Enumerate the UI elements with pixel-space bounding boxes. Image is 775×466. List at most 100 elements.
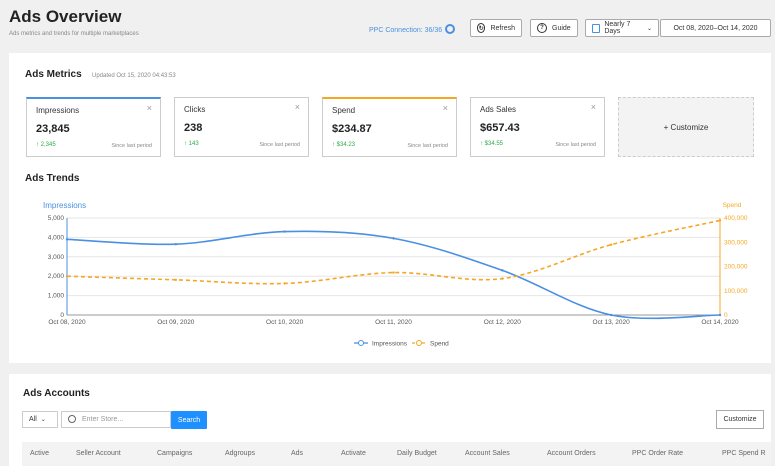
col-ppc-spend-rate[interactable]: PPC Spend R [722,450,766,457]
gear-icon[interactable] [445,24,456,34]
col-daily-budget[interactable]: Daily Budget [397,450,437,457]
customize-metrics-button[interactable]: + Customize [618,97,754,157]
data-point-spend [718,219,722,222]
metric-change: ↑ $34.55 [480,141,504,147]
metric-change: ↑ 2,345 [36,142,56,148]
data-point-spend [609,243,613,246]
data-point-impressions [174,242,178,246]
customize-columns-button[interactable]: Customize [716,410,764,429]
legend-label: Spend [430,341,449,348]
metric-card-ads-sales[interactable]: Ads Sales × $657.43 ↑ $34.55 Since last … [470,97,605,157]
data-point-impressions [501,269,504,272]
ppc-connection-link[interactable]: PPC Connection: 36/36 [369,24,456,35]
metric-value: 23,845 [36,123,70,135]
y-right-tick-label: 400,000 [724,215,748,222]
col-account-orders[interactable]: Account Orders [547,450,596,457]
y-left-tick-label: 4,000 [48,234,65,241]
refresh-button[interactable]: ↻ Refresh [470,19,522,37]
series-line-spend [66,219,721,285]
account-filter-select[interactable]: All ⌄ [22,411,58,428]
data-point-impressions [65,238,69,241]
data-point-spend [283,282,286,285]
metric-card-clicks[interactable]: Clicks × 238 ↑ 143 Since last period [174,97,309,157]
col-campaigns[interactable]: Campaigns [157,450,193,457]
data-point-spend [392,271,395,274]
search-button[interactable]: Search [171,411,207,429]
page-header: Ads Overview Ads metrics and trends for … [0,0,775,52]
metric-label: Clicks [184,105,206,114]
data-point-spend [501,277,504,280]
chevron-down-icon: ⌄ [646,25,652,32]
guide-label: Guide [552,24,571,32]
y-left-tick-label: 0 [60,312,64,319]
y-right-tick-label: 300,000 [724,239,748,246]
y-right-tick-label: 200,000 [724,264,748,271]
close-icon[interactable]: × [590,102,596,112]
search-icon [68,415,76,423]
metric-label: Ads Sales [480,105,517,114]
y-left-tick-label: 2,000 [48,273,65,280]
col-ppc-order-rate[interactable]: PPC Order Rate [632,450,683,457]
store-search-input[interactable]: Enter Store... [61,411,171,428]
x-tick-label: Oct 13, 2020 [593,319,631,326]
date-range-select[interactable]: Nearly 7 Days ⌄ [585,19,659,37]
since-label: Since last period [555,142,596,148]
metric-value: $657.43 [480,122,520,134]
date-range-picker[interactable]: Oct 08, 2020–Oct 14, 2020 [660,19,771,37]
metric-change: ↑ $34.23 [332,142,356,148]
store-placeholder: Enter Store... [82,416,124,423]
y-left-tick-label: 5,000 [48,215,65,222]
x-tick-label: Oct 11, 2020 [375,319,412,326]
col-activate[interactable]: Activate [341,450,366,457]
trends-chart: 0 1,000 2,000 3,000 4,000 5,000 0 100,000 200,00… [43,201,748,348]
refresh-label: Refresh [490,24,515,32]
col-seller-account[interactable]: Seller Account [76,450,121,457]
page-title: Ads Overview [9,7,122,26]
accounts-card: Ads Accounts All ⌄ Enter Store... Search … [9,374,771,466]
close-icon[interactable]: × [294,102,300,112]
guide-button[interactable]: ? Guide [530,19,578,37]
calendar-icon [592,23,601,33]
y-right-tick-label: 100,000 [724,288,748,295]
legend-label: Impressions [372,341,408,348]
updated-timestamp: Updated Oct 15, 2020 04:43:53 [92,73,176,79]
y-left-tick-label: 1,000 [48,293,65,300]
data-point-spend [174,278,178,282]
metric-label: Impressions [36,106,80,115]
x-tick-label: Oct 12, 2020 [484,319,522,326]
x-tick-label: Oct 10, 2020 [266,319,304,326]
col-active[interactable]: Active [30,450,50,457]
legend-marker [416,340,422,346]
data-point-impressions [609,313,613,317]
x-tick-label: Oct 08, 2020 [48,319,86,326]
data-point-impressions [392,237,395,240]
col-account-sales[interactable]: Account Sales [465,450,510,457]
data-point-spend [65,275,69,278]
y-left-tick-label: 3,000 [48,254,65,261]
y-right-tick-label: 0 [724,312,728,319]
refresh-icon: ↻ [477,23,486,33]
series-line-impressions [66,230,721,320]
metric-card-impressions[interactable]: Impressions × 23,845 ↑ 2,345 Since last … [26,97,161,157]
accounts-table-header: Active Seller Account Campaigns Adgroups… [22,442,771,466]
y-right-axis-label: Spend [723,202,742,209]
question-icon: ? [537,23,547,33]
col-adgroups[interactable]: Adgroups [225,450,255,457]
since-label: Since last period [407,143,448,149]
metric-value: $234.87 [332,123,372,135]
y-left-axis-label: Impressions [43,201,86,210]
metric-label: Spend [332,106,356,115]
page-subtitle: Ads metrics and trends for multiple mark… [9,31,139,37]
since-label: Since last period [111,143,152,149]
metric-change: ↑ 143 [184,141,199,147]
range-label: Nearly 7 Days [604,21,631,35]
metric-card-spend[interactable]: Spend × $234.87 ↑ $34.23 Since last peri… [322,97,457,157]
filter-value: All [29,416,37,423]
col-ads[interactable]: Ads [291,450,304,457]
metric-value: 238 [184,122,203,134]
close-icon[interactable]: × [442,103,448,113]
close-icon[interactable]: × [146,103,152,113]
since-label: Since last period [259,142,300,148]
x-tick-label: Oct 14, 2020 [701,319,739,326]
data-point-impressions [283,230,286,233]
